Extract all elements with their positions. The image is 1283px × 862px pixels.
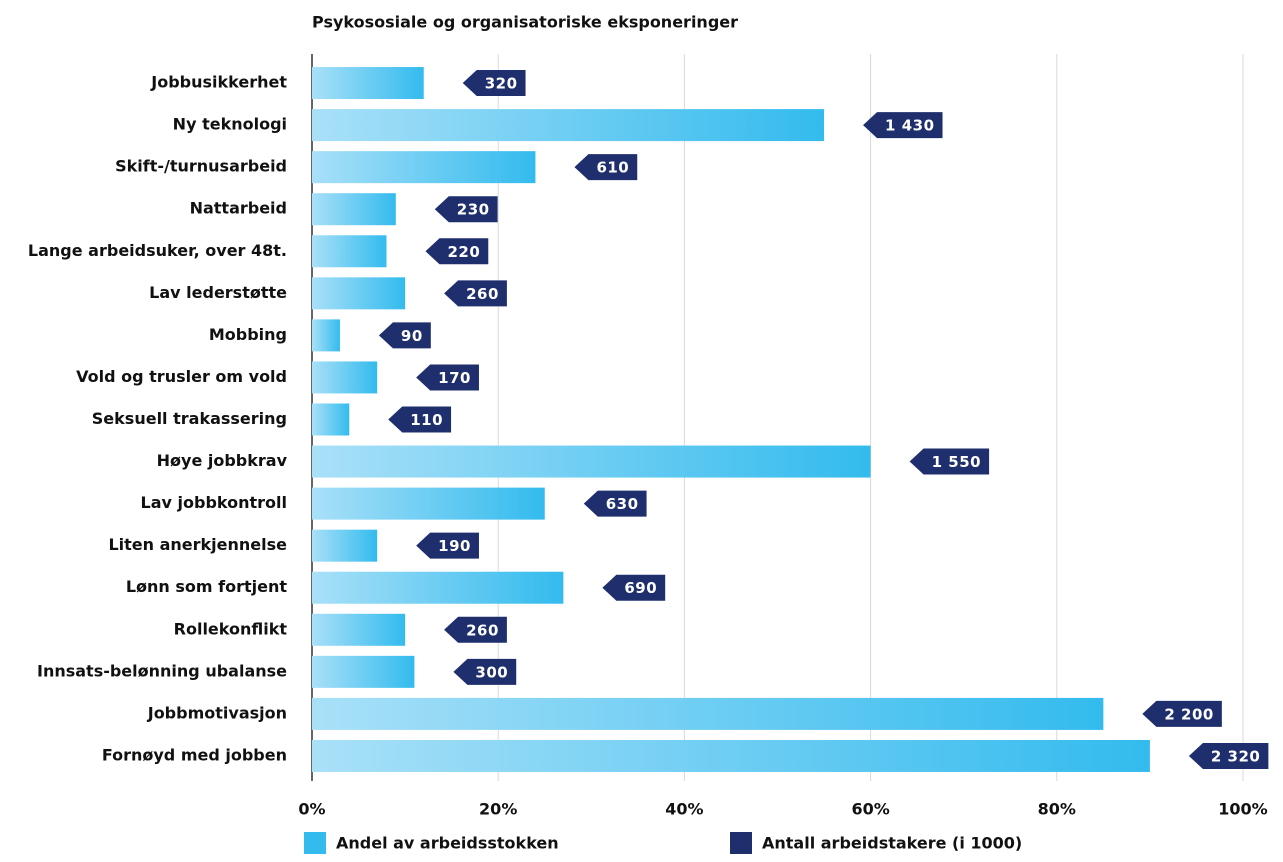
count-tag [444, 616, 507, 643]
count-tag [434, 196, 498, 223]
bar [312, 613, 406, 646]
count-tag [583, 490, 647, 517]
y-tick-label: Fornøyd med jobben [102, 745, 287, 764]
count-label: 610 [596, 159, 629, 177]
bar [312, 193, 396, 226]
count-label: 260 [466, 621, 499, 639]
y-tick-label: Lønn som fortjent [126, 577, 288, 596]
count-label: 1 430 [885, 117, 934, 135]
count-tag [574, 154, 638, 181]
chart-title: Psykososiale og organisatoriske eksponer… [312, 13, 738, 32]
count-label: 170 [438, 369, 471, 387]
count-label: 2 200 [1164, 705, 1213, 723]
bar [312, 235, 387, 268]
bar [312, 361, 378, 394]
x-tick-label: 80% [1038, 800, 1076, 819]
y-tick-label: Lav lederstøtte [149, 283, 287, 302]
count-label: 2 320 [1211, 747, 1260, 765]
count-label: 90 [401, 327, 423, 345]
legend-label: Andel av arbeidsstokken [336, 834, 559, 853]
count-tag [602, 574, 666, 601]
count-label: 230 [457, 201, 490, 219]
bar [312, 487, 545, 520]
count-tag [863, 112, 943, 139]
bar [312, 655, 415, 688]
count-label: 690 [624, 579, 657, 597]
bar [312, 571, 564, 604]
count-label: 110 [410, 411, 443, 429]
bar [312, 67, 424, 100]
y-tick-label: Mobbing [209, 325, 287, 344]
bar [312, 403, 350, 436]
legend-label: Antall arbeidstakere (i 1000) [762, 834, 1022, 853]
y-tick-label: Seksuell trakassering [92, 409, 287, 428]
count-tag [378, 322, 431, 349]
x-tick-label: 100% [1218, 800, 1267, 819]
count-tag [1188, 742, 1269, 769]
y-tick-label: Rollekonflikt [174, 619, 288, 638]
bar [312, 697, 1104, 730]
count-tag [425, 238, 489, 265]
y-tick-label: Skift-/turnusarbeid [115, 157, 287, 176]
y-tick-label: Ny teknologi [173, 115, 287, 134]
y-tick-label: Lange arbeidsuker, over 48t. [28, 241, 287, 260]
bar [312, 739, 1150, 772]
bar [312, 277, 406, 310]
count-label: 260 [466, 285, 499, 303]
y-tick-label: Høye jobbkrav [157, 451, 288, 470]
legend-swatch [304, 832, 326, 854]
y-tick-label: Nattarbeid [190, 199, 287, 218]
x-tick-label: 20% [479, 800, 517, 819]
count-label: 190 [438, 537, 471, 555]
y-tick-label: Jobbmotivasjon [147, 703, 287, 722]
y-tick-label: Jobbusikkerhet [150, 73, 287, 92]
count-tag [444, 280, 507, 307]
bar [312, 151, 536, 184]
count-tag [1142, 700, 1222, 727]
count-tag [416, 532, 479, 559]
legend-swatch [730, 832, 752, 854]
count-tag [453, 658, 517, 685]
count-label: 630 [606, 495, 639, 513]
x-tick-label: 0% [298, 800, 325, 819]
bar [312, 319, 340, 352]
y-tick-label: Vold og trusler om vold [76, 367, 287, 386]
count-tag [462, 70, 526, 97]
x-tick-label: 60% [851, 800, 889, 819]
y-tick-label: Liten anerkjennelse [108, 535, 287, 554]
bar [312, 445, 871, 478]
count-label: 320 [485, 75, 518, 93]
bar [312, 109, 825, 142]
y-tick-label: Lav jobbkontroll [141, 493, 287, 512]
y-tick-label: Innsats-belønning ubalanse [37, 661, 287, 680]
count-label: 300 [475, 663, 508, 681]
count-tag [388, 406, 452, 433]
count-tag [416, 364, 479, 391]
bar [312, 529, 378, 562]
count-label: 220 [447, 243, 480, 261]
x-tick-label: 40% [665, 800, 703, 819]
count-tag [909, 448, 990, 475]
count-label: 1 550 [932, 453, 981, 471]
